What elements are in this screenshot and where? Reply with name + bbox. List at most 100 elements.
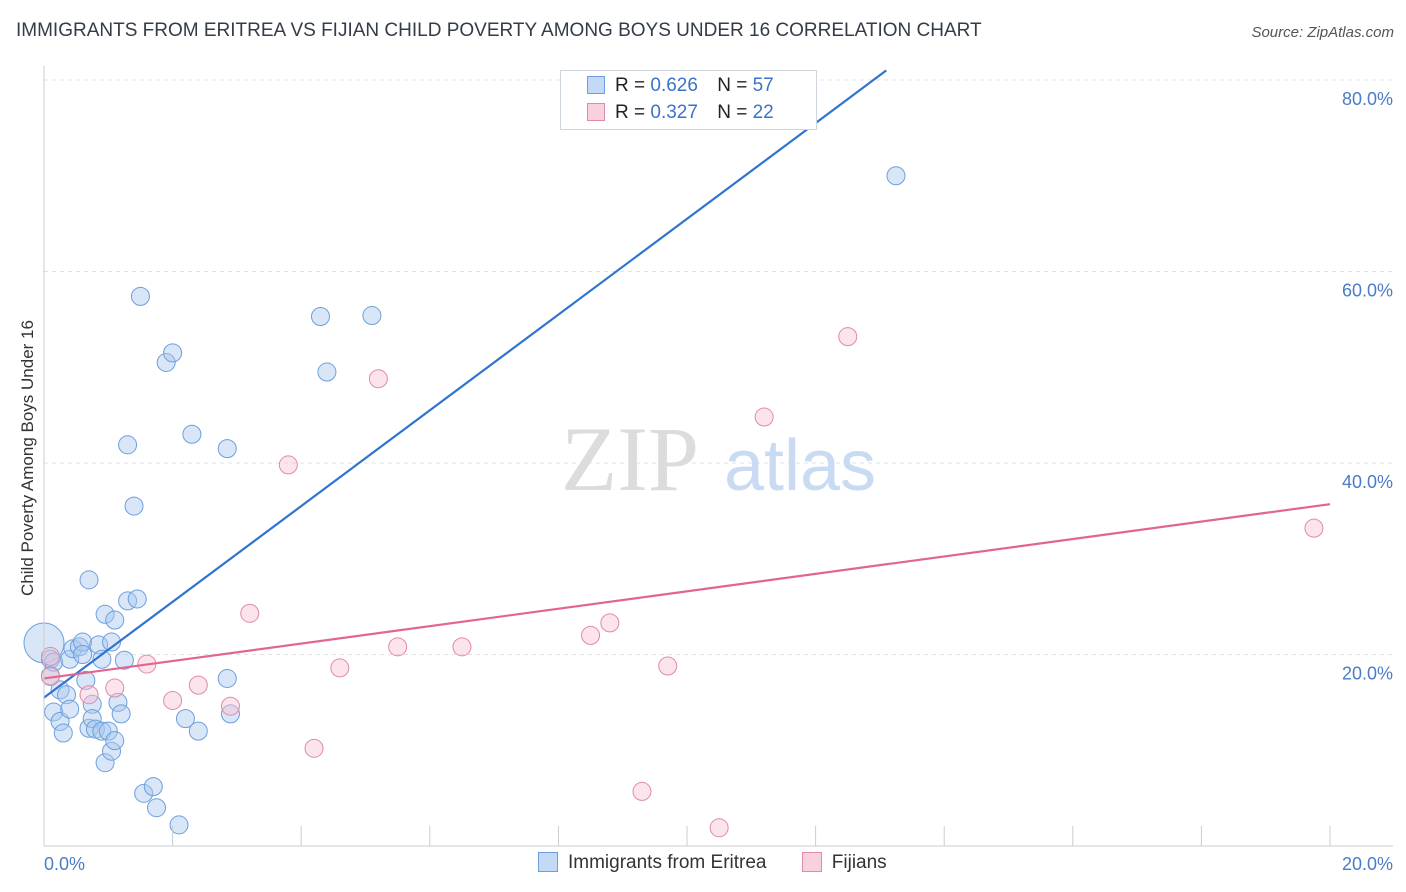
legend-r-label: R = [615,102,646,123]
eritrea-point [95,604,115,624]
legend-row-eritrea: R = 0.626 N = 57 [587,75,774,99]
fijians-point [79,685,99,705]
y-tick-label: 40.0% [1342,472,1393,492]
fijians-point [163,690,183,710]
eritrea-point [124,496,144,516]
eritrea-point [156,352,176,372]
tick-labels: 20.0% 40.0% 60.0% 80.0% 0.0% 20.0% [44,89,1393,874]
eritrea-point [220,704,240,724]
fijians-point [240,603,260,623]
eritrea-point [886,166,906,186]
legend-swatch-fijians [801,852,822,872]
watermark-zip: ZIP [561,408,699,510]
eritrea-point [98,721,118,741]
eritrea-point [44,702,64,722]
eritrea-point [63,639,83,659]
series-legend: Immigrants from Eritrea Fijians [538,852,917,874]
eritrea-point [102,741,122,761]
legend-n-value: 57 [752,75,774,96]
fijians-point [368,369,388,389]
source-label: Source: ZipAtlas.com [1251,24,1394,41]
eritrea-point [92,721,112,741]
eritrea-point [182,424,202,444]
eritrea-point [111,704,131,724]
fijians-point [600,613,620,633]
eritrea-point [217,439,237,459]
legend-r-value: 0.327 [650,102,698,123]
x-tick-label: 0.0% [44,854,85,874]
fijians-point [330,658,350,678]
eritrea-trend-line [43,69,887,699]
eritrea-point [317,362,337,382]
fijians-point [452,637,472,657]
eritrea-point [105,731,125,751]
legend-n-label: N = [717,75,748,96]
eritrea-point [60,699,80,719]
y-tick-label: 60.0% [1342,281,1393,301]
data-points [23,166,1324,838]
x-tick-label: 20.0% [1342,854,1393,874]
fijians-point [188,675,208,695]
eritrea-point [76,670,96,690]
legend-n-value: 22 [752,102,774,123]
y-tick-label: 20.0% [1342,664,1393,684]
legend-swatch-fijians [587,103,605,121]
eritrea-point [79,570,99,590]
fijians-point [105,678,125,698]
watermark-atlas: atlas [724,426,876,506]
eritrea-point [53,723,73,743]
correlation-legend: R = 0.626 N = 57 R = 0.327 N = 22 [560,70,817,130]
eritrea-point [118,591,138,611]
legend-r-label: R = [615,75,646,96]
eritrea-point [73,645,93,664]
eritrea-point [130,286,150,306]
eritrea-point [114,650,134,670]
legend-label-fijians: Fijians [831,852,887,873]
eritrea-point [102,632,122,652]
eritrea-point [217,668,237,688]
eritrea-point [143,777,163,797]
fijians-point [220,696,240,716]
eritrea-point [147,798,167,818]
eritrea-point [127,589,147,609]
fijians-point [709,818,729,838]
chart-title: IMMIGRANTS FROM ERITREA VS FIJIAN CHILD … [16,20,982,41]
fijians-point [838,327,858,347]
eritrea-point [108,692,128,712]
gridlines [44,79,1393,655]
legend-swatch-eritrea [538,852,558,872]
y-tick-label: 80.0% [1342,89,1393,109]
legend-item-eritrea[interactable]: Immigrants from Eritrea [538,852,766,874]
eritrea-point [118,435,138,455]
fijians-point [754,407,774,427]
legend-swatch-eritrea [587,76,605,94]
legend-item-fijians[interactable]: Fijians [801,852,887,874]
eritrea-point [169,815,189,835]
legend-r-value: 0.626 [650,75,698,96]
fijians-point [632,781,652,801]
fijians-point [40,646,60,666]
eritrea-point [362,306,382,326]
fijians-trend-line [43,503,1331,680]
fijians-point [1304,518,1324,538]
trend-lines [43,69,1331,699]
fijians-point [304,738,324,758]
eritrea-point [57,685,77,705]
eritrea-point [95,753,115,773]
legend-n-label: N = [717,102,748,123]
eritrea-point [163,343,183,363]
eritrea-point [44,652,64,672]
eritrea-point [175,709,195,729]
axes [43,66,1393,847]
legend-row-fijians: R = 0.327 N = 22 [587,102,774,126]
eritrea-point [134,783,154,803]
legend-label-eritrea: Immigrants from Eritrea [568,852,767,873]
eritrea-point [188,721,208,741]
watermark: ZIP atlas [561,408,876,510]
eritrea-point [105,610,125,630]
fijians-point [581,625,601,645]
eritrea-point [310,307,330,327]
fijians-point [658,656,678,676]
fijians-point [278,455,298,475]
